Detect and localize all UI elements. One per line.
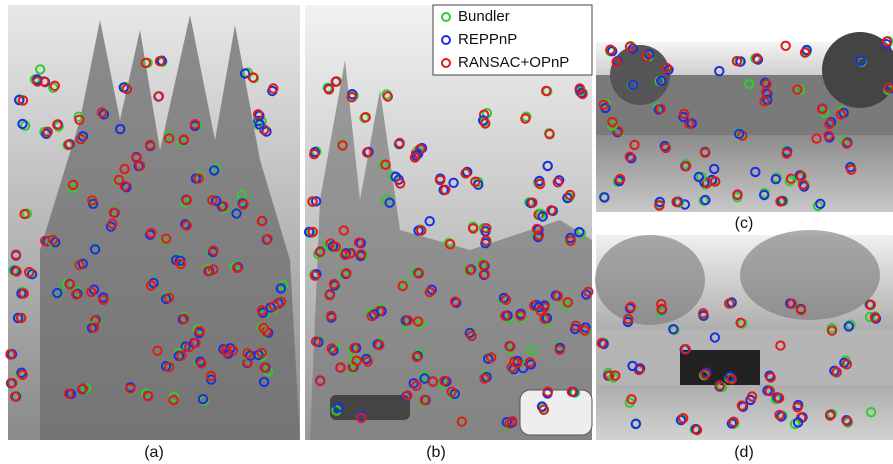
figure: Bundler REPPnP RANSAC+OPnP (a) (b) (c) (d) — [0, 0, 893, 464]
panel-label: (b) — [426, 444, 446, 461]
tree — [740, 230, 880, 320]
doorway — [680, 350, 760, 385]
tree — [610, 45, 670, 105]
panel-label: (c) — [735, 215, 754, 232]
panel-label: (d) — [734, 444, 754, 461]
tree — [595, 235, 705, 325]
legend-label: Bundler — [458, 8, 510, 25]
car — [520, 390, 592, 435]
legend-label: REPPnP — [458, 31, 517, 48]
panel-label: (a) — [144, 444, 164, 461]
legend-label: RANSAC+OPnP — [458, 54, 569, 71]
